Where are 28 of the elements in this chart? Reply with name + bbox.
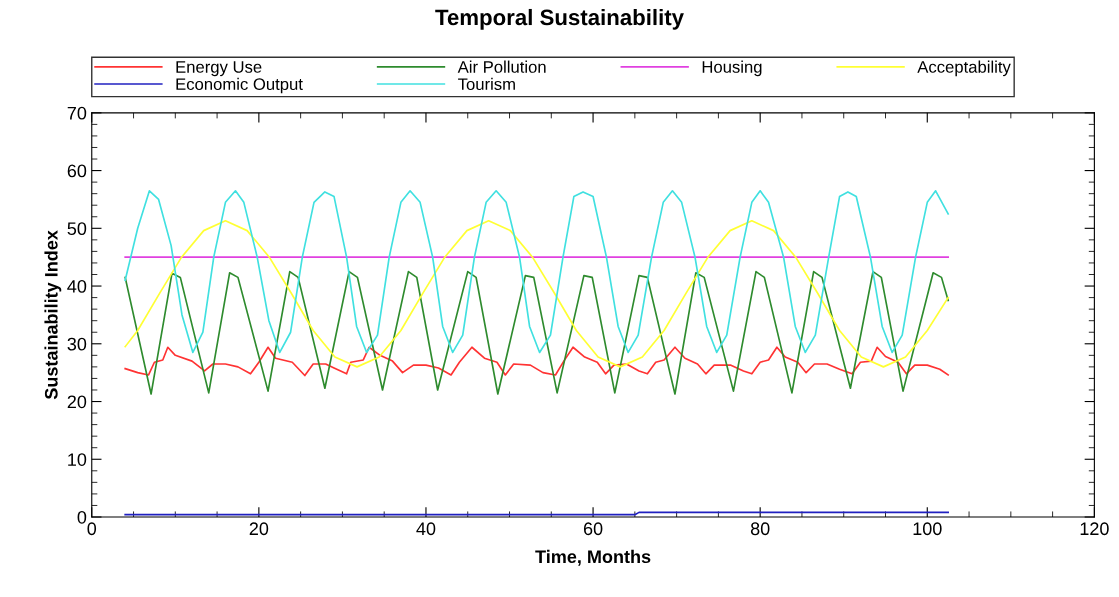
- y-tick-label: 50: [67, 222, 87, 236]
- x-tick-label: 20: [249, 522, 269, 536]
- legend-label: Housing: [702, 60, 762, 77]
- line-series: [124, 219, 950, 368]
- chart-title: Temporal Sustainability: [435, 8, 684, 30]
- y-tick-label: 40: [67, 279, 87, 293]
- legend-label: Acceptability: [917, 60, 1011, 77]
- x-axis-title: Time, Months: [535, 549, 651, 566]
- x-tick-label: 100: [913, 522, 942, 536]
- x-tick-label: 80: [750, 522, 770, 536]
- y-tick-label: 30: [67, 337, 87, 351]
- y-tick-label: 20: [67, 395, 87, 409]
- line-series: [124, 346, 950, 377]
- y-tick-label: 0: [77, 510, 87, 524]
- line-series: [124, 189, 950, 354]
- legend-label: Energy Use: [176, 61, 262, 77]
- y-tick-label: 60: [67, 164, 87, 178]
- x-tick-label: 120: [1080, 522, 1109, 536]
- y-axis-title: Sustainability Index: [44, 230, 62, 400]
- x-tick-label: 40: [416, 522, 436, 536]
- y-tick-label: 10: [68, 453, 87, 466]
- x-tick-label: 0: [87, 522, 97, 536]
- legend-label: Tourism: [458, 77, 515, 91]
- legend-label: Air Pollution: [457, 60, 546, 73]
- x-tick-label: 60: [583, 522, 603, 536]
- y-tick-label: 70: [67, 106, 87, 120]
- line-series: [124, 270, 950, 395]
- legend-label: Economic Output: [176, 77, 303, 94]
